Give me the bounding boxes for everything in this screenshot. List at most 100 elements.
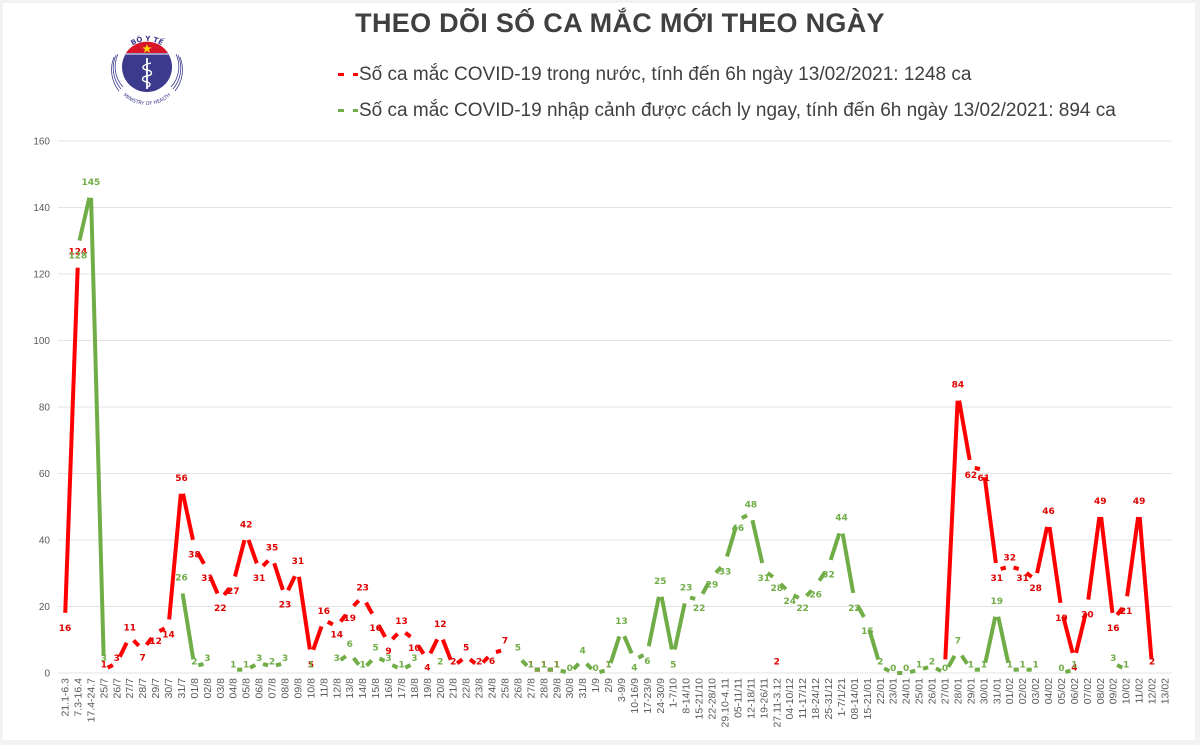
data-label: 7 <box>140 654 146 664</box>
data-label: 124 <box>69 248 88 258</box>
y-tick-label: 80 <box>39 403 51 414</box>
x-tick-label: 15-21/01 <box>862 678 874 720</box>
x-tick-label: 21.1-6.3 <box>60 678 72 717</box>
series-segment <box>840 533 856 594</box>
series-segment <box>1074 612 1088 654</box>
x-tick-label: 23/01 <box>888 678 900 704</box>
series-segment <box>197 662 204 668</box>
data-label: 25 <box>654 577 667 587</box>
y-tick-label: 140 <box>33 203 50 214</box>
data-label: 1 <box>541 661 547 671</box>
y-tick-label: 120 <box>33 270 50 281</box>
x-tick-label: 06/8 <box>254 678 266 699</box>
data-label: 38 <box>188 551 201 561</box>
data-label: 22 <box>693 604 706 614</box>
data-label: 1 <box>1032 661 1038 671</box>
series-segment <box>311 625 324 651</box>
data-label: 35 <box>266 544 279 554</box>
data-label: 31 <box>201 574 214 584</box>
data-label: 44 <box>835 514 848 524</box>
series-segment <box>828 532 842 561</box>
series-segment <box>208 575 220 595</box>
series-segment <box>428 638 440 655</box>
y-tick-label: 160 <box>33 137 50 148</box>
x-tick-label: 05/8 <box>241 678 253 699</box>
x-tick-label: 22/01 <box>875 678 887 704</box>
x-tick-label: 04-10/12 <box>784 678 796 720</box>
series-segment <box>352 656 361 666</box>
data-label: 19 <box>343 614 356 624</box>
x-tick-label: 22-28/10 <box>707 678 719 720</box>
data-label: 16 <box>369 624 382 634</box>
data-label: 4 <box>631 664 637 674</box>
series-segment <box>983 616 998 664</box>
series-segment <box>246 539 259 564</box>
x-tick-label: 10/02 <box>1121 678 1133 704</box>
series-segment <box>1013 565 1020 571</box>
data-label: 1 <box>230 661 236 671</box>
data-label: 22 <box>796 604 809 614</box>
data-label: 27 <box>227 587 240 597</box>
x-tick-label: 17.4-24.7 <box>85 678 97 723</box>
data-label: 5 <box>308 660 314 670</box>
series-segment <box>378 656 386 663</box>
series-segment <box>364 601 374 615</box>
x-tick-label: 04/8 <box>228 678 240 699</box>
series-segment <box>440 638 453 661</box>
data-label: 9 <box>385 647 391 657</box>
data-label: 31 <box>253 574 266 584</box>
data-label: 2 <box>437 657 443 667</box>
series-segment <box>1116 663 1124 670</box>
data-label: 1 <box>101 661 107 671</box>
caduceus-icon: BỘ Y TẾ MINISTRY OF HEALTH <box>111 34 183 107</box>
data-label: 22 <box>848 604 861 614</box>
series-segment <box>1115 606 1124 617</box>
data-label: 31 <box>758 574 771 584</box>
data-label: 1 <box>554 661 560 671</box>
data-label: 61 <box>978 474 991 484</box>
series-segment <box>659 596 674 650</box>
y-tick-label: 60 <box>39 469 51 480</box>
x-tick-label: 30/7 <box>163 678 175 699</box>
data-label: 13 <box>615 617 628 627</box>
series-segment <box>1137 516 1154 660</box>
series-segment <box>391 663 399 670</box>
data-label: 1 <box>541 661 547 671</box>
series-segment <box>404 631 412 639</box>
x-tick-label: 27.11-3.12 <box>771 678 783 728</box>
x-tick-label: 2/9 <box>603 678 615 693</box>
series-segment <box>1047 526 1063 604</box>
series-segment <box>180 593 196 660</box>
series-segment <box>725 526 738 558</box>
series-segment <box>1035 526 1050 574</box>
data-label: 15 <box>861 627 874 637</box>
series-segment <box>77 197 92 242</box>
series-segment <box>740 513 748 520</box>
x-tick-label: 01/02 <box>1004 678 1016 704</box>
data-label: 20 <box>1081 611 1094 621</box>
series-segment <box>233 539 247 577</box>
data-label: 2 <box>877 657 883 667</box>
x-tick-label: 04/02 <box>1043 678 1055 704</box>
data-label: 1 <box>1123 661 1129 671</box>
series-segment <box>495 648 502 654</box>
series-segment <box>817 571 827 582</box>
x-tick-label: 23/8 <box>474 678 486 699</box>
data-label: 42 <box>240 520 253 530</box>
series-segment <box>377 624 387 638</box>
data-label: 56 <box>175 474 188 484</box>
x-tick-label: 29/01 <box>965 678 977 704</box>
data-label: 2 <box>929 657 935 667</box>
data-label: 3 <box>256 654 262 664</box>
x-tick-label: 18/8 <box>409 678 421 699</box>
x-tick-label: 1/9 <box>590 678 602 693</box>
data-label: 29 <box>706 581 719 591</box>
series-segment <box>909 668 916 674</box>
y-tick-label: 20 <box>39 602 51 613</box>
data-label: 3 <box>334 654 340 664</box>
series-segment <box>196 551 206 565</box>
data-label: 1 <box>1071 661 1077 671</box>
x-tick-label: 17/8 <box>396 678 408 699</box>
series-segment <box>750 519 765 564</box>
x-tick-label: 09/02 <box>1108 678 1120 704</box>
